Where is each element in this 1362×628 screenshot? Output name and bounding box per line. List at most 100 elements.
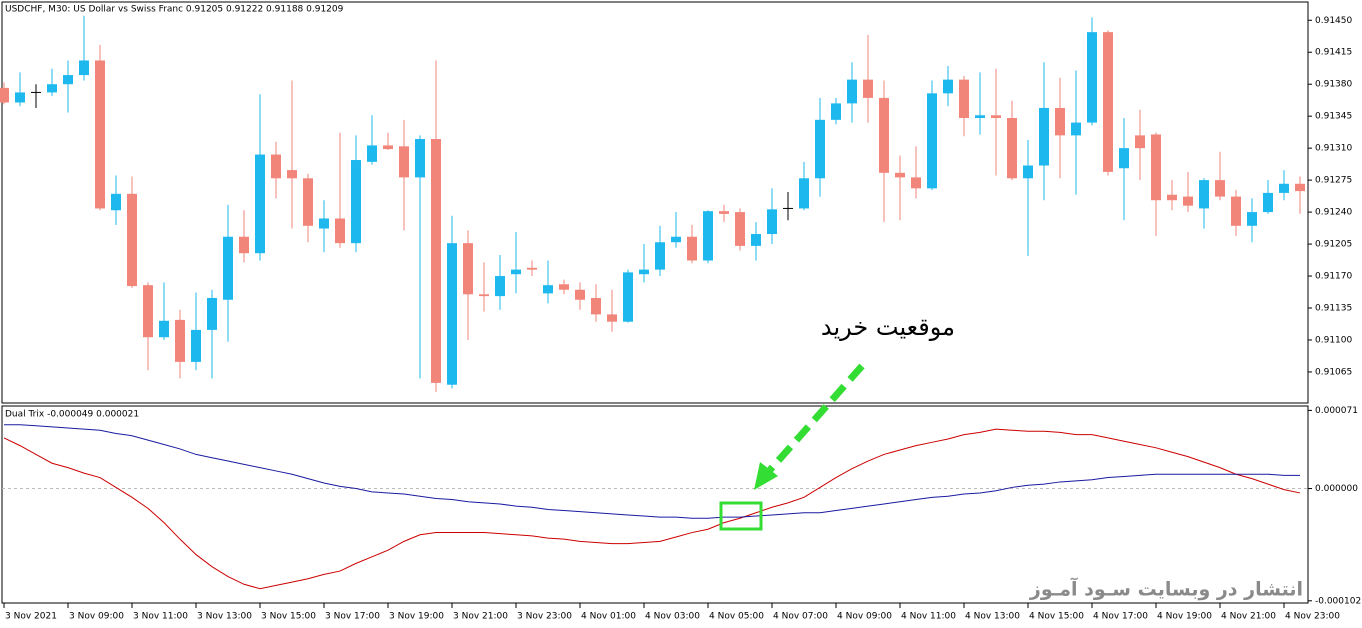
candle-body — [863, 79, 873, 98]
x-tick-label: 4 Nov 09:00 — [837, 612, 892, 622]
candle-body — [207, 297, 217, 330]
candle-body — [639, 269, 649, 275]
candle-body — [415, 139, 425, 178]
y-tick-label: -0.000102 — [1315, 596, 1361, 606]
indicator-title: Dual Trix -0.000049 0.000021 — [5, 410, 139, 420]
y-tick-label: 0.91345 — [1315, 112, 1352, 122]
arrow-shaft — [767, 363, 865, 473]
candle-body — [1167, 194, 1177, 201]
buy-position-annotation: موقعیت خرید — [821, 313, 955, 341]
y-tick-label: 0.91275 — [1315, 176, 1352, 186]
candle-body — [287, 170, 297, 179]
y-tick-label: 0.91310 — [1315, 144, 1352, 154]
candle-body — [687, 236, 697, 261]
candle-body — [15, 92, 25, 103]
candle-body — [1151, 134, 1161, 201]
candle-body — [1295, 183, 1305, 192]
candle-body — [495, 276, 505, 297]
candle-body — [1135, 135, 1145, 149]
candle-body — [0, 87, 9, 103]
candle-body — [1215, 180, 1225, 197]
y-tick-label: 0.91415 — [1315, 48, 1352, 58]
candle-body — [895, 172, 905, 178]
candle-body — [1055, 107, 1065, 136]
candle-body — [399, 146, 409, 178]
candle-body — [575, 289, 585, 300]
candle-body — [1071, 122, 1081, 136]
candle-body — [335, 218, 345, 244]
candle-body — [511, 269, 521, 275]
candle-body — [63, 75, 73, 85]
indicator-panel-frame — [1, 405, 1309, 604]
candle-body — [383, 145, 393, 150]
x-tick-label: 4 Nov 07:00 — [773, 612, 828, 622]
x-tick-label: 4 Nov 13:00 — [965, 612, 1020, 622]
candle-body — [751, 234, 761, 246]
candle-body — [943, 79, 953, 94]
x-tick-label: 4 Nov 19:00 — [1157, 612, 1212, 622]
candle-body — [1263, 192, 1273, 213]
candle-body — [607, 314, 617, 322]
candle-body — [847, 79, 857, 104]
candle-body — [1007, 118, 1017, 179]
x-tick-label: 4 Nov 05:00 — [709, 612, 764, 622]
x-tick-label: 3 Nov 2021 — [5, 612, 57, 622]
x-tick-label: 4 Nov 01:00 — [581, 612, 636, 622]
candle-body — [303, 178, 313, 226]
candle-body — [1119, 148, 1129, 169]
x-tick-label: 4 Nov 23:00 — [1285, 612, 1340, 622]
candle-body — [655, 242, 665, 270]
candle-body — [991, 115, 1001, 119]
candle-body — [111, 193, 121, 211]
candle-body — [239, 236, 249, 254]
x-tick-label: 3 Nov 23:00 — [517, 612, 572, 622]
candle-body — [1103, 32, 1113, 172]
candle-body — [351, 160, 361, 244]
x-tick-label: 3 Nov 19:00 — [389, 612, 444, 622]
candle-body — [527, 267, 537, 270]
candle-body — [1279, 183, 1289, 193]
crossover-box — [719, 501, 763, 531]
x-tick-label: 3 Nov 15:00 — [261, 612, 316, 622]
candle-body — [463, 243, 473, 295]
candle-body — [959, 79, 969, 119]
y-tick-label: 0.91170 — [1315, 272, 1352, 282]
y-tick-label: 0.000071 — [1315, 406, 1358, 416]
candle-body — [831, 103, 841, 120]
x-tick-label: 4 Nov 03:00 — [645, 612, 700, 622]
candle-body — [143, 285, 153, 338]
y-tick-label: 0.91240 — [1315, 208, 1352, 218]
candle-body — [543, 285, 553, 294]
candle-body — [159, 320, 169, 338]
candle-body — [911, 177, 921, 189]
indicator-line — [3, 428, 1301, 590]
candle-body — [815, 119, 825, 179]
x-tick-label: 4 Nov 15:00 — [1029, 612, 1084, 622]
watermark: انتشار در وبسایت سـود آمـوز — [1029, 577, 1303, 601]
price-panel-frame — [1, 1, 1309, 404]
y-tick-label: 0.91135 — [1315, 304, 1352, 314]
candle-body — [879, 97, 889, 173]
x-tick-label: 3 Nov 13:00 — [197, 612, 252, 622]
candle-body — [479, 294, 489, 297]
candle-body — [191, 329, 201, 362]
candle-body — [767, 209, 777, 235]
candle-body — [927, 93, 937, 189]
candle-body — [1039, 107, 1049, 166]
indicator-line — [4, 424, 1300, 519]
candle-body — [671, 236, 681, 243]
candle-body — [1199, 180, 1209, 209]
candle-body — [703, 211, 713, 261]
y-tick-label: 0.91205 — [1315, 240, 1352, 250]
candle-body — [623, 272, 633, 322]
x-tick-label: 3 Nov 09:00 — [69, 612, 124, 622]
x-tick-label: 4 Nov 17:00 — [1093, 612, 1148, 622]
y-tick-label: 0.91100 — [1315, 335, 1352, 345]
candle-body — [1087, 32, 1097, 123]
candle-body — [447, 243, 457, 385]
candle-body — [559, 284, 569, 290]
y-tick-label: 0.91380 — [1315, 80, 1352, 90]
candle-body — [255, 154, 265, 254]
